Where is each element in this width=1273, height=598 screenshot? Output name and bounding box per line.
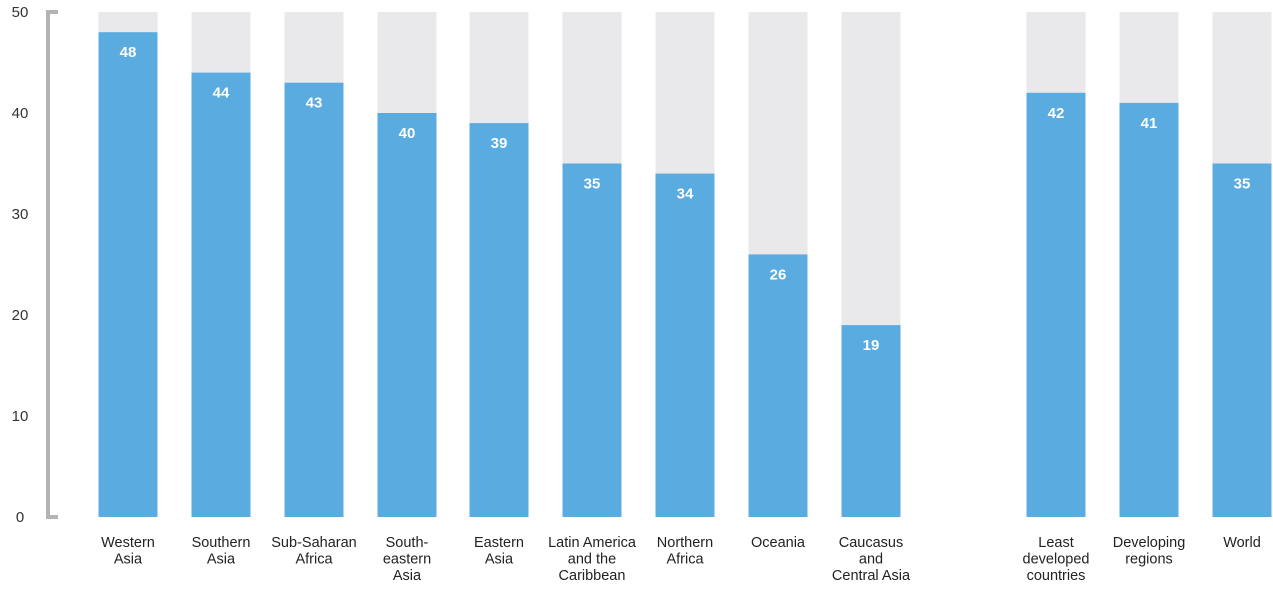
bar-value-label: 48: [120, 44, 137, 61]
y-axis: 0 10 20 30 40 50: [12, 4, 58, 526]
bar: [841, 325, 901, 517]
category-label: Sub-Saharan Africa: [271, 535, 356, 568]
y-axis-line: [46, 10, 58, 519]
bar-value-label: 26: [770, 266, 787, 283]
bar-group: 34: [655, 12, 715, 517]
bar: [191, 72, 251, 517]
bar-value-label: 41: [1141, 115, 1158, 132]
category-label: South-eastern Asia: [383, 535, 431, 584]
y-tick-label: 30: [12, 206, 29, 223]
bar-value-label: 40: [399, 125, 416, 142]
bar: [748, 254, 808, 517]
category-label: Least developed countries: [1023, 535, 1090, 584]
bar-value-label: 34: [677, 186, 694, 203]
category-label: Southern Asia: [192, 535, 251, 568]
category-label: Northern Africa: [657, 535, 713, 568]
bar-value-label: 19: [863, 337, 880, 354]
bar-group: 40: [377, 12, 437, 517]
bar-value-label: 39: [491, 135, 508, 152]
category-label: Oceania: [751, 535, 806, 551]
bar-value-label: 35: [1234, 176, 1251, 193]
bar: [1119, 102, 1179, 518]
bar: [377, 113, 437, 517]
bar-value-label: 43: [306, 95, 323, 112]
y-tick-label: 50: [12, 4, 29, 21]
bar: [562, 163, 622, 517]
category-labels: Western Asia Southern Asia Sub-Saharan Africa…: [101, 535, 1261, 584]
bar-group: 35: [1212, 12, 1272, 517]
bar-group: 35: [562, 12, 622, 517]
bar: [284, 82, 344, 517]
bar: [655, 173, 715, 517]
category-label: Eastern Asia: [474, 535, 524, 568]
y-tick-label: 40: [12, 105, 29, 122]
category-label: Caucasus and Central Asia: [832, 535, 911, 584]
bar: [1026, 92, 1086, 518]
bar: [1212, 163, 1272, 517]
category-label: Latin America and the Caribbean: [548, 535, 637, 584]
bar-group: 44: [191, 12, 251, 517]
bar-value-label: 35: [584, 176, 601, 193]
y-tick-label: 0: [16, 509, 24, 526]
category-label: Developing regions: [1113, 535, 1186, 568]
bar-group: 39: [469, 12, 529, 517]
bar-value-label: 44: [213, 85, 230, 102]
bar-group: 41: [1119, 12, 1179, 518]
category-label: Western Asia: [101, 535, 155, 568]
bar-group: 19: [841, 12, 901, 517]
y-tick-label: 10: [12, 408, 29, 425]
y-tick-label: 20: [12, 307, 29, 324]
bar-group: 43: [284, 12, 344, 517]
bar: [98, 32, 158, 517]
category-label: World: [1223, 535, 1261, 551]
bars: 48 44 43 40 39 35 34 26 19 42 41 35: [98, 12, 1272, 518]
bar: [469, 123, 529, 517]
bar-value-label: 42: [1048, 105, 1065, 122]
bar-group: 42: [1026, 12, 1086, 518]
bar-group: 26: [748, 12, 808, 517]
bar-group: 48: [98, 12, 158, 517]
